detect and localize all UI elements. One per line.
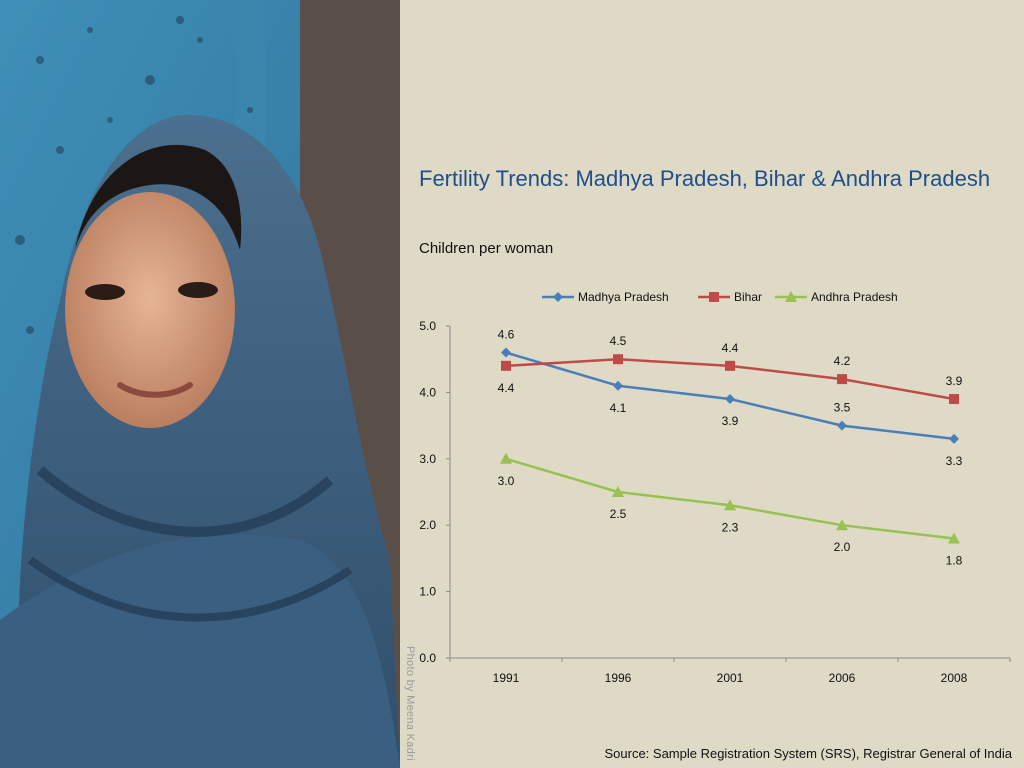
line-chart: Madhya Pradesh Bihar Andhra Pradesh 0.0 1.0… — [419, 290, 1011, 685]
x-tick-label: 1991 — [493, 671, 520, 685]
data-point — [948, 532, 960, 544]
data-point — [725, 394, 735, 405]
legend-label: Andhra Pradesh — [811, 290, 898, 304]
chart-legend: Madhya Pradesh Bihar Andhra Pradesh — [542, 290, 898, 304]
data-label: 4.1 — [610, 401, 627, 415]
data-label: 3.5 — [834, 401, 851, 415]
data-label: 3.9 — [722, 414, 739, 428]
y-tick-label: 3.0 — [419, 452, 436, 466]
data-label: 2.3 — [722, 520, 739, 534]
data-point — [949, 433, 959, 444]
data-point — [837, 374, 847, 385]
legend-item-bihar: Bihar — [698, 290, 762, 304]
data-label: 4.4 — [498, 381, 515, 395]
data-label: 2.0 — [834, 540, 851, 554]
data-label: 3.9 — [946, 374, 963, 388]
data-point — [501, 360, 511, 371]
chart-axes: 0.0 1.0 2.0 3.0 4.0 5.0 1991 1996 2001 2006 2008 — [419, 319, 1011, 685]
data-point — [501, 347, 511, 358]
x-tick-label: 2006 — [829, 671, 856, 685]
data-point — [724, 499, 736, 511]
data-point — [500, 452, 512, 464]
series-bihar: 4.4 4.5 4.4 4.2 3.9 — [498, 334, 963, 405]
data-point — [949, 394, 959, 405]
legend-label: Bihar — [734, 290, 762, 304]
source-note: Source: Sample Registration System (SRS)… — [604, 746, 1012, 761]
y-tick-label: 4.0 — [419, 385, 436, 399]
y-tick-label: 5.0 — [419, 319, 436, 333]
data-point — [613, 380, 623, 391]
x-tick-label: 2008 — [941, 671, 968, 685]
y-tick-label: 2.0 — [419, 518, 436, 532]
legend-swatch-marker — [709, 292, 719, 302]
data-label: 4.5 — [610, 334, 627, 348]
legend-swatch-marker — [785, 291, 797, 302]
data-label: 4.2 — [834, 354, 851, 368]
data-label: 3.0 — [498, 474, 515, 488]
data-point — [725, 360, 735, 371]
legend-item-andhra-pradesh: Andhra Pradesh — [775, 290, 898, 304]
data-point — [613, 354, 623, 365]
photo-credit: Photo by Meena Kadri — [404, 646, 416, 761]
series-madhya-pradesh: 4.6 4.1 3.9 3.5 3.3 — [498, 328, 963, 468]
data-point — [837, 420, 847, 431]
series-andhra-pradesh: 3.0 2.5 2.3 2.0 1.8 — [498, 452, 963, 567]
y-tick-label: 1.0 — [419, 585, 436, 599]
data-label: 4.4 — [722, 341, 739, 355]
x-tick-label: 2001 — [717, 671, 744, 685]
y-axis-label: Children per woman — [419, 240, 554, 257]
data-point — [612, 486, 624, 497]
portrait-photo — [0, 0, 400, 768]
data-label: 1.8 — [946, 553, 963, 567]
data-label: 3.3 — [946, 454, 963, 468]
legend-label: Madhya Pradesh — [578, 290, 669, 304]
data-label: 4.6 — [498, 328, 515, 342]
chart-title: Fertility Trends: Madhya Pradesh, Bihar … — [419, 166, 991, 191]
x-tick-label: 1996 — [605, 671, 632, 685]
legend-item-madhya-pradesh: Madhya Pradesh — [542, 290, 669, 304]
data-point — [836, 519, 848, 531]
y-tick-label: 0.0 — [419, 651, 436, 665]
data-label: 2.5 — [610, 507, 627, 521]
chart-plot: 4.6 4.1 3.9 3.5 3.3 4.4 4.5 4.4 4.2 3.9 3.0 2.5 2.3 2… — [498, 328, 963, 568]
legend-swatch-marker — [553, 292, 563, 302]
